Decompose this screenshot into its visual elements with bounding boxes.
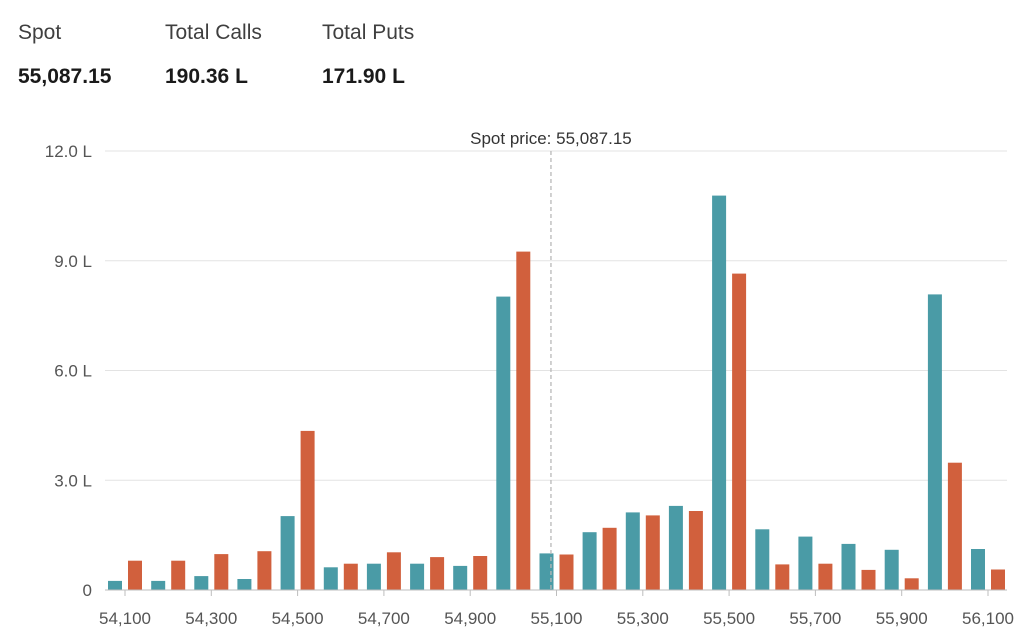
bars bbox=[108, 195, 1005, 590]
x-tick-label: 55,300 bbox=[617, 609, 669, 628]
calls-bar-54100 bbox=[108, 580, 122, 590]
puts-bar-54700 bbox=[386, 552, 401, 590]
x-tick-label: 54,700 bbox=[358, 609, 410, 628]
summary-stats: Spot 55,087.15 Total Calls 190.36 L Tota… bbox=[18, 18, 462, 92]
puts-bar-54500 bbox=[300, 430, 315, 590]
calls-bar-56000 bbox=[927, 294, 942, 590]
y-tick-label: 12.0 L bbox=[45, 142, 92, 161]
puts-bar-55300 bbox=[645, 515, 660, 590]
total-calls-stat: Total Calls 190.36 L bbox=[165, 18, 322, 92]
spot-value: 55,087.15 bbox=[18, 65, 112, 88]
x-tick-label: 55,100 bbox=[531, 609, 583, 628]
puts-bar-55200 bbox=[602, 527, 617, 590]
spot-stat: Spot 55,087.15 bbox=[18, 18, 165, 92]
calls-bar-55900 bbox=[884, 549, 899, 590]
calls-bar-55100 bbox=[539, 553, 554, 590]
calls-bar-54900 bbox=[453, 565, 468, 590]
calls-bar-55500 bbox=[712, 195, 727, 590]
spot-label: Spot bbox=[18, 21, 62, 44]
spot-marker: Spot price: 55,087.15 bbox=[470, 129, 632, 590]
x-tick-label: 54,900 bbox=[444, 609, 496, 628]
total-puts-stat: Total Puts 171.90 L bbox=[322, 18, 462, 92]
total-puts-label: Total Puts bbox=[322, 21, 415, 44]
x-tick-label: 54,300 bbox=[185, 609, 237, 628]
x-tick-label: 55,500 bbox=[703, 609, 755, 628]
y-tick-label: 6.0 L bbox=[54, 362, 92, 381]
y-tick-label: 0 bbox=[83, 581, 92, 600]
calls-bar-54300 bbox=[194, 576, 209, 590]
puts-bar-54800 bbox=[430, 557, 445, 590]
x-tick-label: 55,700 bbox=[789, 609, 841, 628]
puts-bar-54100 bbox=[128, 560, 142, 590]
calls-bar-55000 bbox=[496, 296, 511, 590]
calls-bar-55400 bbox=[668, 505, 683, 590]
calls-bar-54700 bbox=[366, 563, 381, 590]
x-tick-label: 56,100 bbox=[962, 609, 1014, 628]
spot-price-annotation: Spot price: 55,087.15 bbox=[470, 129, 632, 148]
puts-bar-54900 bbox=[473, 556, 488, 590]
puts-bar-55700 bbox=[818, 563, 833, 590]
total-calls-label: Total Calls bbox=[165, 21, 262, 44]
calls-bar-55300 bbox=[625, 512, 640, 590]
y-tick-label: 9.0 L bbox=[54, 252, 92, 271]
puts-bar-54300 bbox=[214, 554, 229, 590]
axes: 0 3.0 L 6.0 L 9.0 L 12.0 L 54,100 54,300 54,500… bbox=[45, 142, 1014, 628]
calls-bar-56100 bbox=[971, 549, 985, 590]
calls-bar-55700 bbox=[798, 536, 813, 590]
total-puts-value: 171.90 L bbox=[322, 65, 405, 88]
calls-bar-54600 bbox=[323, 567, 338, 590]
total-calls-value: 190.36 L bbox=[165, 65, 248, 88]
x-tick-label: 54,500 bbox=[272, 609, 324, 628]
puts-bar-54600 bbox=[343, 563, 358, 590]
calls-bar-55800 bbox=[841, 543, 856, 590]
puts-bar-55100 bbox=[559, 554, 574, 590]
grid-lines bbox=[105, 150, 1007, 481]
puts-bar-54200 bbox=[171, 560, 186, 590]
puts-bar-55600 bbox=[775, 564, 790, 590]
calls-bar-54400 bbox=[237, 579, 252, 590]
y-tick-label: 3.0 L bbox=[54, 471, 92, 490]
puts-bar-56000 bbox=[947, 462, 962, 590]
puts-bar-55000 bbox=[516, 251, 531, 590]
puts-bar-55900 bbox=[904, 578, 919, 590]
x-tick-label: 54,100 bbox=[99, 609, 151, 628]
calls-bar-55600 bbox=[755, 529, 770, 590]
calls-bar-54500 bbox=[280, 516, 295, 590]
puts-bar-55800 bbox=[861, 569, 876, 590]
calls-bar-54200 bbox=[151, 580, 166, 590]
calls-bar-54800 bbox=[410, 563, 425, 590]
x-tick-label: 55,900 bbox=[876, 609, 928, 628]
puts-bar-56100 bbox=[991, 569, 1005, 590]
puts-bar-55400 bbox=[688, 511, 703, 590]
puts-bar-54400 bbox=[257, 551, 272, 590]
puts-bar-55500 bbox=[732, 273, 747, 590]
calls-bar-55200 bbox=[582, 532, 597, 590]
